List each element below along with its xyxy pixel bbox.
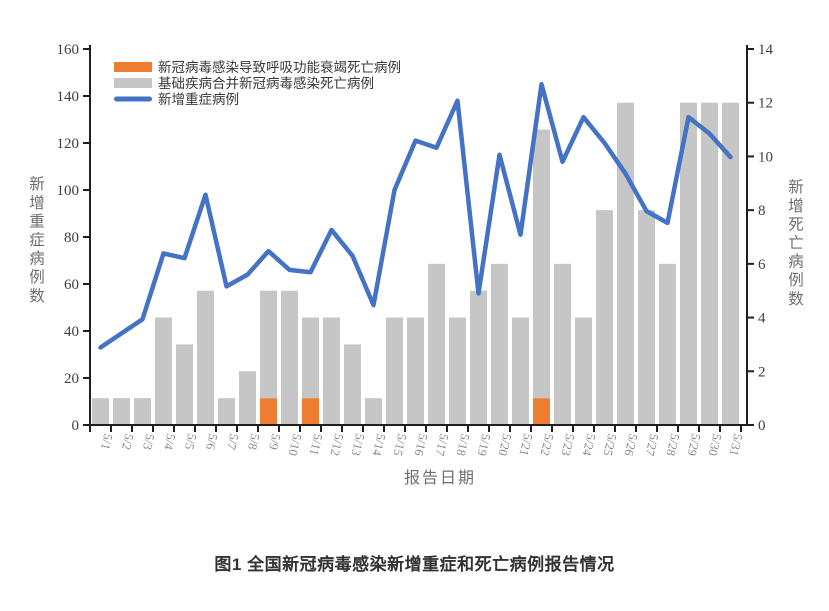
gray-bar — [470, 290, 487, 425]
left-axis-tick-label: 0 — [72, 418, 80, 434]
orange-bar — [302, 398, 319, 425]
orange-bar — [533, 398, 550, 425]
x-tick-label: 5/20 — [496, 432, 515, 457]
x-tick-label: 5/6 — [203, 432, 220, 451]
left-axis-tick-label: 40 — [64, 324, 79, 340]
gray-bar — [638, 210, 655, 425]
x-tick-label: 5/4 — [161, 432, 178, 451]
right-axis-tick-label: 2 — [758, 364, 766, 380]
x-tick-label: 5/13 — [349, 432, 368, 457]
gray-bar — [533, 129, 550, 399]
gray-bar — [281, 290, 298, 425]
x-tick-label: 5/11 — [307, 432, 326, 456]
gray-bar — [554, 263, 571, 425]
x-tick-label: 5/31 — [727, 432, 746, 457]
gray-bar — [176, 344, 193, 425]
gray-bar — [722, 102, 739, 425]
x-tick-label: 5/16 — [412, 432, 431, 457]
gray-bar — [407, 317, 424, 425]
left-axis-tick-label: 100 — [57, 183, 80, 199]
legend-swatch-orange — [114, 62, 152, 72]
gray-bar — [155, 317, 172, 425]
x-tick-label: 5/7 — [224, 432, 241, 451]
x-tick-label: 5/30 — [706, 432, 725, 457]
severe-cases-line — [98, 82, 733, 350]
x-tick-label: 5/1 — [98, 432, 115, 451]
gray-bar — [344, 344, 361, 425]
right-axis-tick-label: 12 — [758, 96, 773, 112]
gray-bar — [617, 102, 634, 425]
figure-caption: 图1 全国新冠病毒感染新增重症和死亡病例报告情况 — [214, 555, 615, 574]
gray-bar — [134, 398, 151, 425]
x-tick-label: 5/21 — [517, 432, 536, 457]
gray-bar — [197, 290, 214, 425]
legend-line-swatch — [114, 96, 152, 102]
gray-bar — [428, 263, 445, 425]
x-tick-label: 5/14 — [369, 432, 388, 458]
gray-bar — [701, 102, 718, 425]
gray-bar — [260, 290, 277, 399]
x-tick-label: 5/23 — [559, 432, 578, 457]
x-tick-label: 5/25 — [601, 432, 620, 457]
right-axis-tick-label: 10 — [758, 149, 773, 165]
left-axis-tick-label: 160 — [57, 42, 80, 58]
gray-bar — [386, 317, 403, 425]
right-axis-title: 新增死亡病例数 — [788, 178, 804, 308]
x-tick-label: 5/22 — [538, 432, 557, 457]
left-axis-tick-label: 120 — [57, 136, 80, 152]
gray-bar — [92, 398, 109, 425]
gray-bar — [218, 398, 235, 425]
x-tick-label: 5/27 — [643, 432, 662, 457]
gray-bar — [323, 317, 340, 425]
right-axis-tick-label: 0 — [758, 418, 766, 434]
x-tick-label: 5/5 — [182, 432, 199, 451]
x-tick-label: 5/28 — [664, 432, 683, 457]
left-axis-tick-label: 80 — [64, 230, 79, 246]
x-tick-label: 5/19 — [475, 432, 494, 457]
x-tick-label: 5/12 — [328, 432, 347, 457]
orange-bar — [260, 398, 277, 425]
gray-bar — [512, 317, 529, 425]
legend-label: 新增重症病例 — [158, 92, 239, 107]
x-tick-label: 5/15 — [391, 432, 410, 457]
x-tick-label: 5/26 — [622, 432, 641, 457]
x-tick-label: 5/8 — [245, 432, 262, 451]
x-tick-label: 5/2 — [119, 432, 136, 451]
gray-bar — [680, 102, 697, 425]
x-tick-label: 5/10 — [286, 432, 305, 457]
gray-bar — [596, 210, 613, 425]
left-axis-title: 新增重症病例数 — [29, 175, 45, 305]
gray-bar — [365, 398, 382, 425]
right-axis-tick-label: 4 — [758, 311, 766, 327]
x-tick-label: 5/3 — [140, 432, 157, 451]
gray-bar — [449, 317, 466, 425]
right-axis-tick-label: 6 — [758, 257, 766, 273]
x-tick-label: 5/18 — [454, 432, 473, 457]
x-tick-label: 5/17 — [433, 432, 452, 457]
gray-bar — [239, 371, 256, 425]
gray-bar — [113, 398, 130, 425]
right-axis-tick-label: 14 — [758, 42, 774, 58]
x-tick-label: 5/29 — [685, 432, 704, 457]
gray-bar — [659, 263, 676, 425]
left-axis-tick-label: 140 — [57, 89, 80, 105]
legend-swatch-gray — [114, 78, 152, 88]
left-axis-tick-label: 20 — [64, 371, 79, 387]
gray-bar — [575, 317, 592, 425]
left-axis-tick-label: 60 — [64, 277, 79, 293]
right-axis-tick-label: 8 — [758, 203, 766, 219]
x-axis-title: 报告日期 — [404, 469, 476, 487]
legend-label: 新冠病毒感染导致呼吸功能衰竭死亡病例 — [158, 59, 401, 75]
x-tick-label: 5/24 — [579, 432, 598, 458]
legend-label: 基础疾病合并新冠病毒感染死亡病例 — [158, 75, 374, 91]
x-tick-label: 5/9 — [266, 432, 283, 451]
gray-bar — [491, 263, 508, 425]
gray-bar — [302, 317, 319, 399]
